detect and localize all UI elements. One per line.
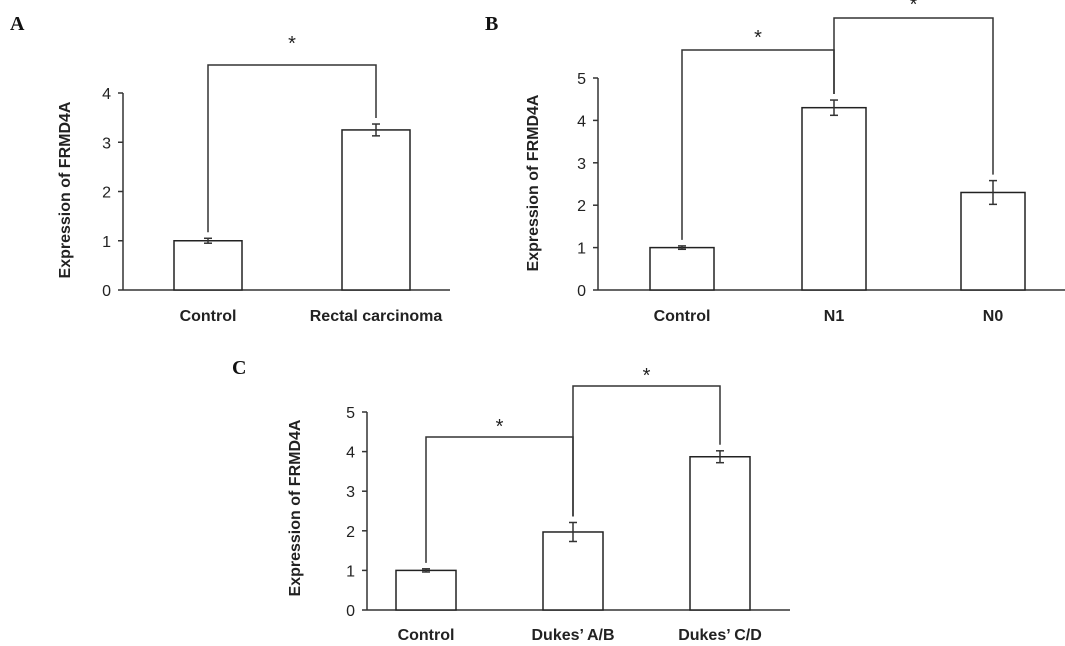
panel-c-bar [395,569,457,611]
panel-b-bar [801,106,867,291]
panel-c-significance-star: * [496,416,504,438]
panel-a-plot: 0 1 2 3 4 Control Rectal carcinoma * [102,33,450,325]
panel-b-significance-star: * [910,0,918,16]
panel-b: B Expression of FRMD4A 0 1 2 3 4 5 Control N1 N0… [485,0,1065,325]
panel-c-y-tick-label: 1 [346,563,355,580]
panel-a-bar [173,240,243,291]
panel-c-y-tick-label: 4 [346,445,355,462]
panel-c-y-tick-label: 5 [346,405,355,422]
panel-b-y-tick-label: 0 [577,283,586,300]
panel-a-significance-bracket [207,64,377,233]
panel-c-letter: C [232,357,246,379]
panel-a-y-tick-label: 4 [102,86,111,103]
panel-c-y-axis-title: Expression of FRMD4A [287,419,304,596]
panel-c-bar [689,455,751,611]
panel-c-category-label: Dukes’ C/D [678,627,762,644]
panel-b-significance-bracket [833,17,994,175]
panel-a-bar [341,129,411,291]
panel-a: A Expression of FRMD4A 0 1 2 3 4 Control Recta… [10,13,450,325]
panel-c-y-tick-label: 2 [346,524,355,541]
panel-c-significance-bracket [572,385,721,517]
panel-b-y-tick-label: 2 [577,198,586,215]
panel-c: C Expression of FRMD4A 0 1 2 3 4 5 Control Duke… [232,357,790,644]
panel-c-plot: 0 1 2 3 4 5 Control Dukes’ A/B Dukes’ C/D * * [346,365,790,644]
panel-b-significance-star: * [754,27,762,49]
panel-a-category-label: Control [180,308,237,325]
panel-b-category-label: N0 [983,308,1004,325]
panel-a-category-label: Rectal carcinoma [310,308,443,325]
panel-a-y-axis-title: Expression of FRMD4A [57,101,74,278]
panel-c-significance-star: * [643,365,651,387]
panel-b-y-tick-label: 1 [577,241,586,258]
panel-c-category-label: Control [398,627,455,644]
panel-b-category-label: Control [654,308,711,325]
panel-c-category-label: Dukes’ A/B [532,627,615,644]
panel-b-letter: B [485,13,498,35]
panel-a-significance-star: * [288,33,296,55]
panel-a-y-tick-label: 2 [102,185,111,202]
panel-b-category-label: N1 [824,308,845,325]
panel-a-y-tick-label: 3 [102,135,111,152]
panel-b-y-axis-title: Expression of FRMD4A [525,94,542,271]
panel-b-y-tick-label: 3 [577,156,586,173]
panel-b-bar [960,191,1026,291]
panel-b-plot: 0 1 2 3 4 5 Control N1 N0 * * [577,0,1065,325]
panel-a-y-tick-label: 1 [102,234,111,251]
panel-b-y-tick-label: 5 [577,71,586,88]
panel-a-y-tick-label: 0 [102,283,111,300]
panel-c-y-tick-label: 3 [346,484,355,501]
panel-c-bar [542,531,604,611]
panel-a-letter: A [10,13,25,35]
panel-c-y-tick-label: 0 [346,603,355,620]
panel-b-y-tick-label: 4 [577,113,586,130]
panel-b-bar [649,246,715,291]
